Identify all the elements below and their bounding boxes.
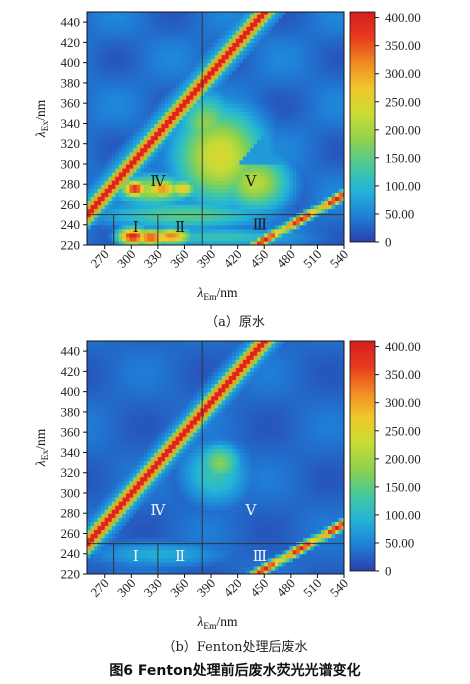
y-tick-label: 300 [61,156,81,171]
x-tick-label: 390 [194,576,218,600]
x-axis-label: λEm/nm [196,285,238,303]
y-tick-label: 400 [61,384,81,399]
colorbar-tick-label: 300.00 [385,395,421,410]
colorbar-tick-label: 250.00 [385,423,421,438]
y-tick-label: 240 [61,217,81,232]
colorbar-tick-label: 400.00 [385,339,421,354]
colorbar-tick-label: 150.00 [385,150,421,165]
y-tick-label: 280 [61,177,81,192]
x-tick-label: 450 [247,247,271,271]
colorbar-tick-label: 50.00 [385,535,414,550]
y-tick-label: 320 [61,465,81,480]
region-label: Ⅱ [175,220,185,236]
panel-b: Ⅰ Ⅱ Ⅲ Ⅳ Ⅴ 220 240 260 280 300 320 340 360 380 400 420 44… [33,339,421,632]
figure-caption: 图6 Fenton处理前后废水荧光光谱变化 [109,663,361,679]
x-tick-label: 270 [87,247,111,271]
y-axis-label: λEx/nm [33,99,51,138]
region-label: Ⅳ [150,503,166,519]
colorbar [349,340,376,572]
y-tick-label: 220 [61,238,81,253]
x-tick-label: 270 [87,576,111,600]
subcaption-a: （a）原水 [205,315,265,330]
colorbar-tick-label: 150.00 [385,479,421,494]
x-tick-label: 420 [220,576,244,600]
heatmap-surface [87,341,344,574]
colorbar-tick-label: 300.00 [385,66,421,81]
subcaption-b: （b）Fenton处理后废水 [162,640,308,655]
x-tick-label: 510 [300,576,324,600]
y-tick-label: 380 [61,404,81,419]
x-tick-label: 330 [141,247,165,271]
colorbar-tick-label: 250.00 [385,94,421,109]
y-tick-label: 260 [61,197,81,212]
region-label: Ⅰ [133,220,139,236]
x-tick-label: 540 [327,247,351,271]
y-tick-label: 440 [61,344,81,359]
x-tick-label: 300 [114,247,138,271]
region-label: Ⅲ [253,549,267,565]
colorbar-tick-label: 350.00 [385,367,421,382]
x-tick-label: 360 [167,247,191,271]
colorbar-tick-label: 200.00 [385,451,421,466]
x-tick-label: 480 [274,576,298,600]
x-tick-label: 480 [274,247,298,271]
plot-frame [86,340,345,575]
y-tick-label: 420 [61,35,81,50]
y-tick-label: 440 [61,15,81,30]
y-tick-label: 380 [61,75,81,90]
y-tick-label: 340 [61,116,81,131]
colorbar-tick-label: 200.00 [385,122,421,137]
y-tick-label: 240 [61,546,81,561]
colorbar-tick-label: 100.00 [385,507,421,522]
y-tick-label: 400 [61,55,81,70]
y-tick-label: 300 [61,485,81,500]
region-label: Ⅴ [245,503,258,519]
x-tick-label: 330 [141,576,165,600]
x-tick-label: 450 [247,576,271,600]
y-tick-label: 220 [61,567,81,582]
colorbar-tick-label: 100.00 [385,178,421,193]
region-label: Ⅴ [245,174,258,190]
colorbar-tick-label: 0 [385,235,392,250]
region-label: Ⅲ [253,218,267,234]
panel-a: Ⅰ Ⅱ Ⅲ Ⅳ Ⅴ 220 240 260 280 300 320 340 360 380 400 420 44… [33,10,421,303]
y-axis-label: λEx/nm [33,428,51,467]
x-tick-label: 390 [194,247,218,271]
x-tick-label: 510 [300,247,324,271]
region-label: Ⅳ [150,174,166,190]
region-label: Ⅰ [133,549,139,565]
x-tick-label: 300 [114,576,138,600]
x-tick-label: 540 [327,576,351,600]
colorbar-tick-label: 350.00 [385,38,421,53]
x-tick-label: 420 [220,247,244,271]
colorbar-tick-label: 50.00 [385,206,414,221]
y-tick-label: 320 [61,136,81,151]
y-tick-label: 260 [61,526,81,541]
x-tick-label: 360 [167,576,191,600]
region-label: Ⅱ [175,549,185,565]
colorbar-tick-label: 400.00 [385,10,421,25]
y-tick-label: 280 [61,506,81,521]
plot-frame [86,11,345,246]
y-tick-label: 360 [61,96,81,111]
y-tick-label: 420 [61,364,81,379]
y-tick-label: 340 [61,445,81,460]
colorbar [349,11,376,243]
y-tick-label: 360 [61,425,81,440]
heatmap-surface [87,12,344,245]
x-axis-label: λEm/nm [196,614,238,632]
colorbar-tick-label: 0 [385,564,392,579]
